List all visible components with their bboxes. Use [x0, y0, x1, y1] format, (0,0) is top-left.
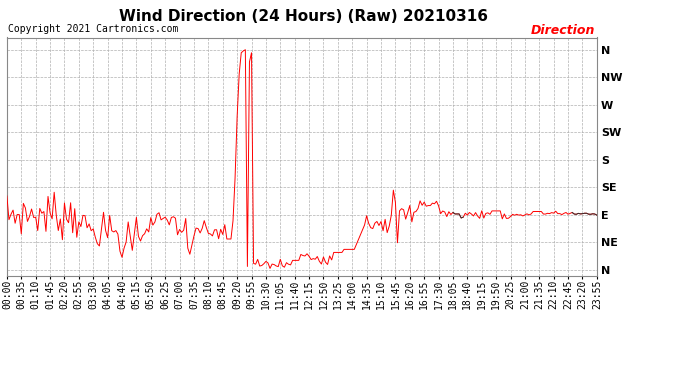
- Text: Direction: Direction: [531, 24, 595, 38]
- Text: Copyright 2021 Cartronics.com: Copyright 2021 Cartronics.com: [8, 24, 179, 34]
- Text: Wind Direction (24 Hours) (Raw) 20210316: Wind Direction (24 Hours) (Raw) 20210316: [119, 9, 488, 24]
